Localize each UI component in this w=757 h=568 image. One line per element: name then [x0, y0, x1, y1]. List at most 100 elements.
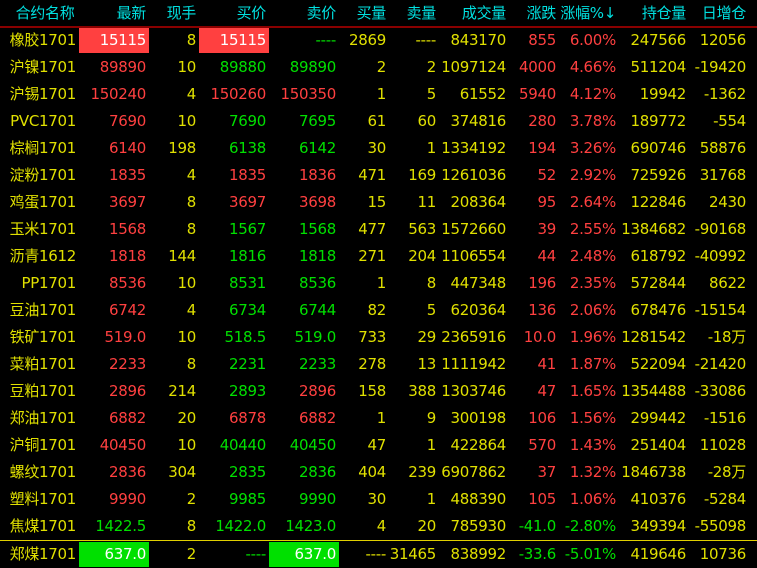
cell-change: 10.0 — [523, 328, 557, 346]
table-row[interactable]: 淀粉1701 1835 4 1835 1836 471 169 1261036 52 2.92% 7… — [0, 162, 757, 189]
header-ask-volume[interactable]: 卖量 — [406, 4, 437, 22]
cell-last-volume: 8 — [186, 517, 197, 535]
cell-change-pct: -5.01% — [564, 545, 617, 563]
header-change-pct[interactable]: 涨幅%↓ — [560, 4, 616, 22]
cell-total-volume: 838992 — [450, 545, 507, 563]
cell-ask-price: 2233 — [299, 355, 336, 373]
cell-ask-volume: 11 — [417, 193, 437, 211]
cell-last-price: 637.0 — [79, 542, 149, 567]
cell-ask-volume: 239 — [408, 463, 436, 481]
header-bid-volume[interactable]: 买量 — [356, 4, 387, 22]
cell-bid-volume: 47 — [367, 436, 387, 454]
cell-bid-volume: 15 — [367, 193, 387, 211]
table-row[interactable]: 橡胶1701 15115 8 15115 ---- 2869 ---- 843170 855 6.… — [0, 27, 757, 54]
cell-last-volume: 144 — [168, 247, 196, 265]
table-row[interactable]: 沪镍1701 89890 10 89880 89890 2 2 1097124 4000 4.66… — [0, 54, 757, 81]
selected-row-divider — [0, 540, 757, 541]
cell-open-interest: 349394 — [630, 517, 687, 535]
table-row[interactable]: 豆油1701 6742 4 6734 6744 82 5 620364 136 2.06% 6784… — [0, 297, 757, 324]
table-row[interactable]: PVC1701 7690 10 7690 7695 61 60 374816 280 3.78% 1… — [0, 108, 757, 135]
header-change[interactable]: 涨跌 — [526, 4, 557, 22]
cell-bid-volume: 82 — [367, 301, 387, 319]
cell-ask-volume: 1 — [426, 139, 437, 157]
table-row[interactable]: 棕榈1701 6140 198 6138 6142 30 1 1334192 194 3.26% 6… — [0, 135, 757, 162]
cell-ask-price: 2836 — [299, 463, 336, 481]
table-row[interactable]: 鸡蛋1701 3697 8 3697 3698 15 11 208364 95 2.64% 1228… — [0, 189, 757, 216]
cell-ask-price: 1818 — [299, 247, 336, 265]
header-total-volume[interactable]: 成交量 — [461, 4, 506, 22]
cell-last-price: 2896 — [109, 382, 146, 400]
cell-oi-change: 12056 — [699, 31, 747, 49]
table-row[interactable]: 郑油1701 6882 20 6878 6882 1 9 300198 106 1.56% 2994… — [0, 405, 757, 432]
header-ask-price[interactable]: 卖价 — [306, 4, 337, 22]
cell-change-pct: 2.64% — [569, 193, 616, 211]
cell-change: 52 — [537, 166, 557, 184]
cell-ask-volume: 8 — [426, 274, 437, 292]
cell-open-interest: 690746 — [630, 139, 687, 157]
cell-ask-price: 637.0 — [269, 542, 339, 567]
cell-contract-name: 铁矿1701 — [9, 328, 77, 346]
cell-ask-price: 519.0 — [294, 328, 337, 346]
header-last-price[interactable]: 最新 — [116, 4, 147, 22]
cell-change-pct: 1.87% — [569, 355, 616, 373]
cell-bid-volume: 2869 — [349, 31, 386, 49]
cell-ask-price: ---- — [315, 31, 337, 49]
header-bid-price[interactable]: 买价 — [236, 4, 267, 22]
cell-ask-price: 1423.0 — [285, 517, 336, 535]
cell-last-volume: 10 — [177, 328, 197, 346]
cell-open-interest: 1846738 — [621, 463, 686, 481]
cell-bid-price: 6138 — [229, 139, 266, 157]
cell-change-pct: 2.06% — [569, 301, 616, 319]
table-row[interactable]: 沥青1612 1818 144 1816 1818 271 204 1106554 44 2.48… — [0, 243, 757, 270]
cell-bid-price: 2893 — [229, 382, 266, 400]
header-oi-change[interactable]: 日增仓 — [701, 4, 746, 22]
header-open-interest[interactable]: 持仓量 — [641, 4, 686, 22]
cell-total-volume: 1111942 — [441, 355, 506, 373]
cell-ask-volume: 9 — [426, 409, 437, 427]
table-row[interactable]: PP1701 8536 10 8531 8536 1 8 447348 196 2.35% 5728… — [0, 270, 757, 297]
cell-oi-change: 58876 — [699, 139, 747, 157]
table-row[interactable]: 铁矿1701 519.0 10 518.5 519.0 733 29 2365916 10.0 1… — [0, 324, 757, 351]
cell-bid-volume: 30 — [367, 490, 387, 508]
cell-contract-name: 棕榈1701 — [9, 139, 77, 157]
header-contract-name[interactable]: 合约名称 — [15, 4, 75, 22]
cell-bid-volume: 278 — [358, 355, 386, 373]
table-row[interactable]: 豆粕1701 2896 214 2893 2896 158 388 1303746 47 1.65… — [0, 378, 757, 405]
cell-bid-volume: 61 — [367, 112, 387, 130]
table-row[interactable]: 塑料1701 9990 2 9985 9990 30 1 488390 105 1.06% 4103… — [0, 486, 757, 513]
cell-change: 105 — [528, 490, 556, 508]
cell-last-volume: 8 — [186, 220, 197, 238]
cell-bid-volume: 4 — [376, 517, 387, 535]
cell-contract-name: 沪锡1701 — [9, 85, 77, 103]
cell-contract-name: 鸡蛋1701 — [9, 193, 77, 211]
cell-oi-change: -1362 — [703, 85, 746, 103]
table-row[interactable]: 沪铜1701 40450 10 40440 40450 47 1 422864 570 1.43%… — [0, 432, 757, 459]
cell-bid-price: 89880 — [219, 58, 267, 76]
table-row[interactable]: 焦煤1701 1422.5 8 1422.0 1423.0 4 20 785930 -41.0-… — [0, 513, 757, 540]
cell-oi-change: 8622 — [709, 274, 746, 292]
cell-last-volume: 4 — [186, 301, 197, 319]
cell-ask-price: 89890 — [289, 58, 337, 76]
cell-open-interest: 678476 — [630, 301, 687, 319]
cell-contract-name: 豆油1701 — [9, 301, 77, 319]
cell-last-volume: 8 — [186, 193, 197, 211]
table-row[interactable]: 菜粕1701 2233 8 2231 2233 278 13 1111942 41 1.87% 52… — [0, 351, 757, 378]
cell-change-pct: 4.12% — [569, 85, 616, 103]
table-row[interactable]: 郑煤1701 637.0 2 ---- 637.0 ---- 31465 838992 -33.… — [0, 541, 757, 568]
table-row[interactable]: 玉米1701 1568 8 1567 1568 477 563 1572660 39 2.55% 1… — [0, 216, 757, 243]
cell-bid-price: 15115 — [199, 28, 269, 53]
cell-last-volume: 4 — [186, 166, 197, 184]
cell-ask-price: 150350 — [280, 85, 337, 103]
cell-change: 136 — [528, 301, 556, 319]
cell-last-volume: 4 — [186, 85, 197, 103]
cell-ask-volume: 2 — [426, 58, 437, 76]
table-row[interactable]: 螺纹1701 2836 304 2835 2836 404 239 6907862 37 1.32… — [0, 459, 757, 486]
header-last-volume[interactable]: 现手 — [166, 4, 197, 22]
cell-bid-price: 1816 — [229, 247, 266, 265]
cell-ask-volume: 20 — [417, 517, 437, 535]
cell-change: 37 — [537, 463, 557, 481]
cell-change-pct: 2.35% — [569, 274, 616, 292]
table-row[interactable]: 沪锡1701 150240 4 150260 150350 1 5 61552 5940 4.12… — [0, 81, 757, 108]
cell-change: 855 — [528, 31, 556, 49]
cell-total-volume: 620364 — [450, 301, 507, 319]
